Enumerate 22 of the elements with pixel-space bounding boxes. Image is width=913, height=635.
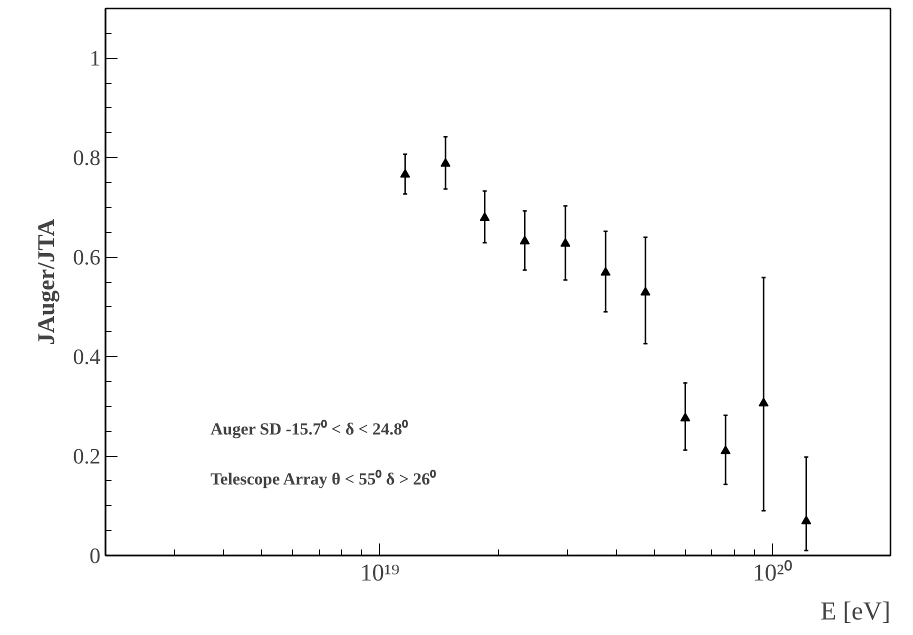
x-tick-label: 10¹⁹ [360,560,400,586]
y-tick-label: 0.6 [73,244,100,270]
y-axis-title: JAuger/JTA [34,218,60,346]
point [560,238,570,247]
point [600,266,611,276]
point [680,412,690,422]
point [640,286,650,296]
annotation: Telescope Array θ < 55⁰ δ > 26⁰ [210,470,436,488]
y-tick-label: 0.4 [73,344,100,370]
point [480,212,490,221]
y-tick-label: 0.2 [73,444,100,469]
annotation: Auger SD -15.7⁰ < δ < 24.8⁰ [210,420,408,438]
point [440,158,451,167]
point [400,168,410,178]
point [720,445,731,454]
y-tick-label: 0.8 [73,145,100,170]
y-tick-label: 1 [90,46,100,71]
point [801,515,812,524]
x-tick-label: 10²⁰ [752,560,792,586]
x-axis-title: E [eV] [820,596,890,626]
y-tick-label: 0 [90,543,100,568]
point [520,236,530,244]
